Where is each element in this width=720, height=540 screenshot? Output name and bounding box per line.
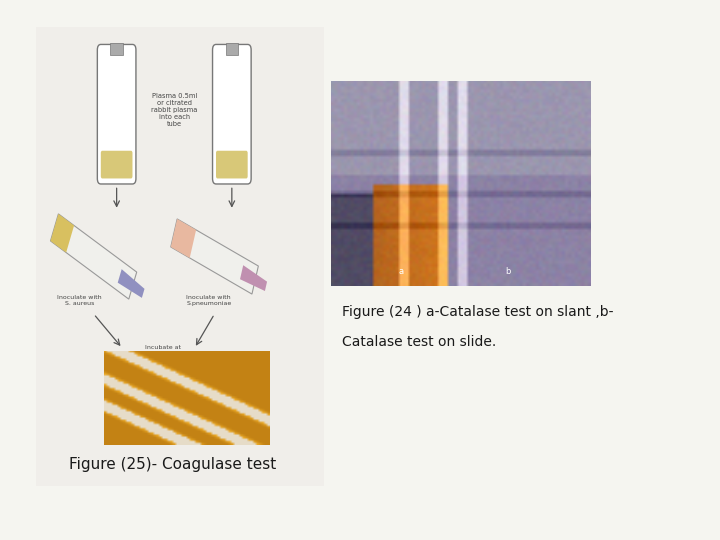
Text: Figure (25)- Coagulase test: Figure (25)- Coagulase test [69,457,276,472]
FancyBboxPatch shape [101,151,132,178]
FancyBboxPatch shape [212,44,251,184]
Text: b: b [505,267,510,276]
Text: Catalase test on slide.: Catalase test on slide. [342,335,496,349]
Text: a: a [399,267,404,276]
Text: Plasma 0.5ml
or citrated
rabbit plasma
into each
tube: Plasma 0.5ml or citrated rabbit plasma i… [151,93,197,126]
Bar [225,43,238,55]
Polygon shape [50,214,74,253]
Polygon shape [171,219,258,294]
Polygon shape [240,265,267,291]
Polygon shape [118,269,145,298]
Text: Incubate at
37°C for 1 hour: Incubate at 37°C for 1 hour [138,345,187,356]
Text: Inoculate with
S. aureus: Inoculate with S. aureus [57,295,102,306]
Text: Inoculate with
S.pneumoniae: Inoculate with S.pneumoniae [186,295,231,306]
Polygon shape [50,214,137,299]
FancyBboxPatch shape [97,44,136,184]
Text: Figure (24 ) a-Catalase test on slant ,b-: Figure (24 ) a-Catalase test on slant ,b… [342,305,613,319]
FancyBboxPatch shape [216,151,248,178]
Polygon shape [171,219,196,258]
Bar [110,43,123,55]
